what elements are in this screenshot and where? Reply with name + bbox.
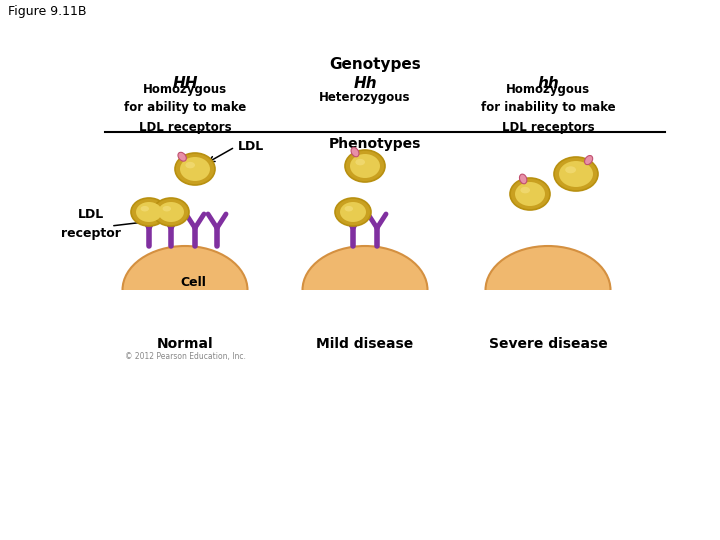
Text: LDL: LDL	[238, 139, 264, 152]
Ellipse shape	[485, 246, 611, 334]
Ellipse shape	[515, 182, 545, 206]
Ellipse shape	[180, 157, 210, 181]
Ellipse shape	[335, 198, 371, 226]
Ellipse shape	[510, 178, 550, 210]
Text: Heterozygous: Heterozygous	[319, 91, 410, 105]
Ellipse shape	[178, 152, 186, 161]
Text: © 2012 Pearson Education, Inc.: © 2012 Pearson Education, Inc.	[125, 353, 246, 361]
Ellipse shape	[521, 187, 530, 193]
Ellipse shape	[185, 162, 195, 168]
Ellipse shape	[122, 246, 248, 334]
Ellipse shape	[163, 206, 171, 212]
Ellipse shape	[131, 198, 167, 226]
Ellipse shape	[356, 159, 365, 165]
Ellipse shape	[559, 161, 593, 187]
Text: Normal: Normal	[157, 337, 213, 351]
Text: HH: HH	[172, 76, 198, 91]
Ellipse shape	[585, 156, 593, 165]
Ellipse shape	[350, 154, 380, 178]
Ellipse shape	[302, 246, 428, 334]
Ellipse shape	[136, 202, 162, 222]
Text: LDL
receptor: LDL receptor	[61, 208, 121, 240]
Bar	[297, 290, 433, 336]
Text: hh: hh	[537, 76, 559, 91]
Ellipse shape	[565, 166, 576, 173]
Ellipse shape	[158, 202, 184, 222]
Ellipse shape	[345, 206, 353, 212]
Ellipse shape	[140, 206, 149, 212]
Bar	[480, 290, 616, 336]
Ellipse shape	[554, 157, 598, 191]
Text: Mild disease: Mild disease	[316, 337, 413, 351]
Ellipse shape	[153, 198, 189, 226]
Ellipse shape	[175, 153, 215, 185]
Ellipse shape	[351, 147, 359, 157]
Text: Figure 9.11B: Figure 9.11B	[8, 5, 86, 18]
Text: Hh: Hh	[354, 76, 377, 91]
Text: Genotypes: Genotypes	[329, 57, 421, 72]
Ellipse shape	[519, 174, 527, 184]
Ellipse shape	[345, 150, 385, 182]
Text: Cell: Cell	[180, 275, 206, 288]
Text: Homozygous
for ability to make
LDL receptors: Homozygous for ability to make LDL recep…	[124, 83, 246, 133]
Bar	[117, 290, 253, 336]
Ellipse shape	[340, 202, 366, 222]
Text: Phenotypes: Phenotypes	[329, 137, 421, 151]
Text: Severe disease: Severe disease	[489, 337, 608, 351]
Text: Homozygous
for inability to make
LDL receptors: Homozygous for inability to make LDL rec…	[481, 83, 616, 133]
